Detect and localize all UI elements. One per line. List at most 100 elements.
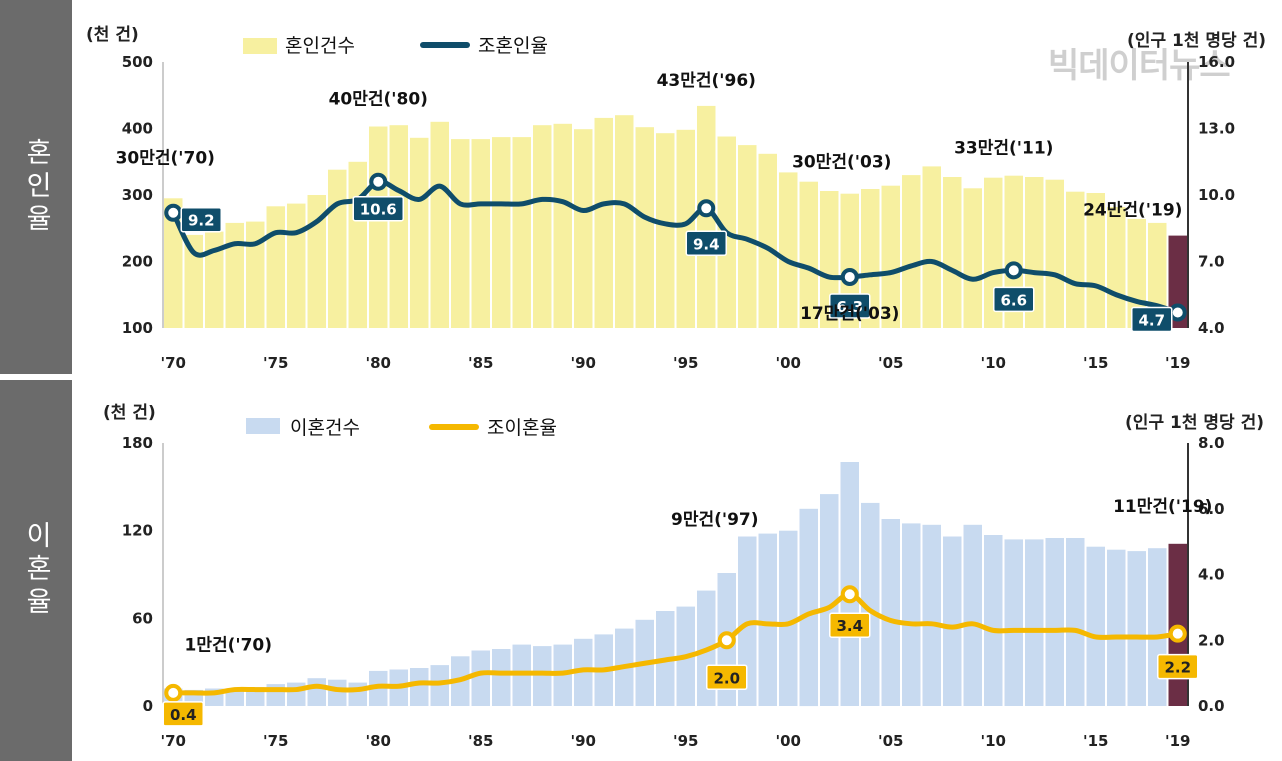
bar-divorce-2009 xyxy=(963,524,982,706)
bar-marriage-1982 xyxy=(410,137,429,328)
rate-point-2019 xyxy=(1168,624,1187,643)
rate-label-box xyxy=(993,286,1035,313)
rate-point-1970 xyxy=(164,683,183,702)
y-tick-right: 10.0 xyxy=(1198,186,1235,204)
legend-line-label: 조혼인율 xyxy=(478,35,548,57)
rate-point-1970 xyxy=(164,203,183,222)
rate-label: 6.6 xyxy=(1000,291,1027,309)
bar-annotation: 30만건('70) xyxy=(116,148,215,168)
bar-divorce-2015 xyxy=(1086,546,1105,706)
x-tick: '19 xyxy=(1165,732,1190,750)
x-tick: '85 xyxy=(468,354,493,372)
bar-divorce-2007 xyxy=(922,524,941,706)
bar-annotation: 1만건('70) xyxy=(184,635,272,655)
bar-marriage-1971 xyxy=(184,234,203,328)
rate-label: 4.7 xyxy=(1138,311,1165,329)
bar-annotation: 17만건('03) xyxy=(800,304,899,324)
y-tick-right: 16.0 xyxy=(1198,53,1235,71)
bar-divorce-1973 xyxy=(225,688,244,706)
bar-divorce-2008 xyxy=(943,536,962,706)
bar-marriage-1993 xyxy=(635,127,654,328)
rate-label: 2.0 xyxy=(713,669,740,687)
y-tick-left: 200 xyxy=(122,253,153,271)
bar-annotation: 24만건('19) xyxy=(1083,201,1182,221)
y-tick-right: 8.0 xyxy=(1198,434,1225,452)
unit-right: (인구 1천 명당 건) xyxy=(1125,413,1264,433)
bar-divorce-2002 xyxy=(820,494,839,706)
bar-marriage-1984 xyxy=(451,139,470,328)
bar-divorce-2006 xyxy=(902,523,921,706)
y-tick-left: 500 xyxy=(122,53,153,71)
rate-line-divorce xyxy=(170,591,1181,696)
bar-marriage-1988 xyxy=(533,125,552,328)
bar-marriage-2008 xyxy=(943,177,962,328)
bar-marriage-2013 xyxy=(1045,179,1064,328)
bar-divorce-2013 xyxy=(1045,538,1064,706)
bar-divorce-1983 xyxy=(430,665,449,706)
bar-marriage-1970 xyxy=(164,198,183,328)
bar-annotation: 43만건('96) xyxy=(657,71,756,91)
bar-annotation: 9만건('97) xyxy=(671,510,759,530)
x-tick: '10 xyxy=(981,354,1006,372)
bar-marriage-1981 xyxy=(389,125,408,328)
bar-marriage-1987 xyxy=(512,137,531,328)
x-tick: '75 xyxy=(263,354,288,372)
bar-marriage-1986 xyxy=(492,137,511,328)
bar-divorce-1988 xyxy=(533,646,552,706)
y-tick-left: 0 xyxy=(143,697,153,715)
rate-label-box xyxy=(829,612,871,638)
bar-divorce-2017 xyxy=(1127,551,1146,706)
bar-marriage-1994 xyxy=(656,133,675,328)
bar-divorce-1985 xyxy=(471,650,490,706)
bar-marriage-2005 xyxy=(881,185,900,328)
legend-bar-swatch xyxy=(246,418,280,434)
unit-right: (인구 1천 명당 건) xyxy=(1127,31,1266,51)
x-tick: '05 xyxy=(878,732,903,750)
x-tick: '15 xyxy=(1083,354,1108,372)
bar-marriage-1983 xyxy=(430,121,449,328)
x-tick: '80 xyxy=(366,354,391,372)
bar-marriage-1972 xyxy=(205,231,224,328)
bar-marriage-1974 xyxy=(246,221,265,328)
bar-divorce-2004 xyxy=(861,502,880,706)
x-tick: '05 xyxy=(878,354,903,372)
x-tick: '70 xyxy=(161,732,186,750)
bar-marriage-1990 xyxy=(574,129,593,328)
bar-divorce-2005 xyxy=(881,519,900,706)
rate-point-1997 xyxy=(717,631,736,650)
bar-divorce-1999 xyxy=(758,533,777,706)
sidebar-divorce-rate: 이혼율 xyxy=(0,380,72,761)
rate-label-box xyxy=(352,195,404,222)
y-tick-right: 6.0 xyxy=(1198,500,1225,518)
bar-marriage-1995 xyxy=(676,129,695,328)
bar-marriage-2014 xyxy=(1066,191,1085,328)
watermark: 빅데이터뉴스 xyxy=(1048,46,1231,86)
unit-left: (천 건) xyxy=(103,403,156,423)
y-tick-left: 400 xyxy=(122,120,153,138)
bar-marriage-1998 xyxy=(738,145,757,328)
x-tick: '00 xyxy=(776,354,801,372)
sidebar-divorce-label: 이혼율 xyxy=(20,521,52,620)
rate-label-box xyxy=(706,664,748,690)
legend-bar-swatch xyxy=(243,38,277,54)
sidebar-marriage-rate: 혼인율 xyxy=(0,0,72,374)
bar-marriage-1992 xyxy=(615,115,634,328)
bar-marriage-2015 xyxy=(1086,193,1105,328)
x-tick: '95 xyxy=(673,354,698,372)
bar-marriage-2006 xyxy=(902,175,921,328)
bar-marriage-2004 xyxy=(861,189,880,328)
rate-label: 10.6 xyxy=(360,201,397,219)
y-tick-left: 120 xyxy=(122,522,153,540)
bar-marriage-2001 xyxy=(799,181,818,328)
rate-point-2003 xyxy=(840,268,859,287)
bar-divorce-1986 xyxy=(492,649,511,706)
x-tick: '10 xyxy=(981,732,1006,750)
bar-marriage-2018 xyxy=(1148,222,1167,328)
bar-divorce-2010 xyxy=(984,535,1003,706)
x-tick: '80 xyxy=(366,732,391,750)
bar-divorce-2014 xyxy=(1066,538,1085,706)
bar-divorce-1978 xyxy=(328,679,347,706)
rate-point-1996 xyxy=(697,199,716,218)
unit-left: (천 건) xyxy=(86,25,139,45)
